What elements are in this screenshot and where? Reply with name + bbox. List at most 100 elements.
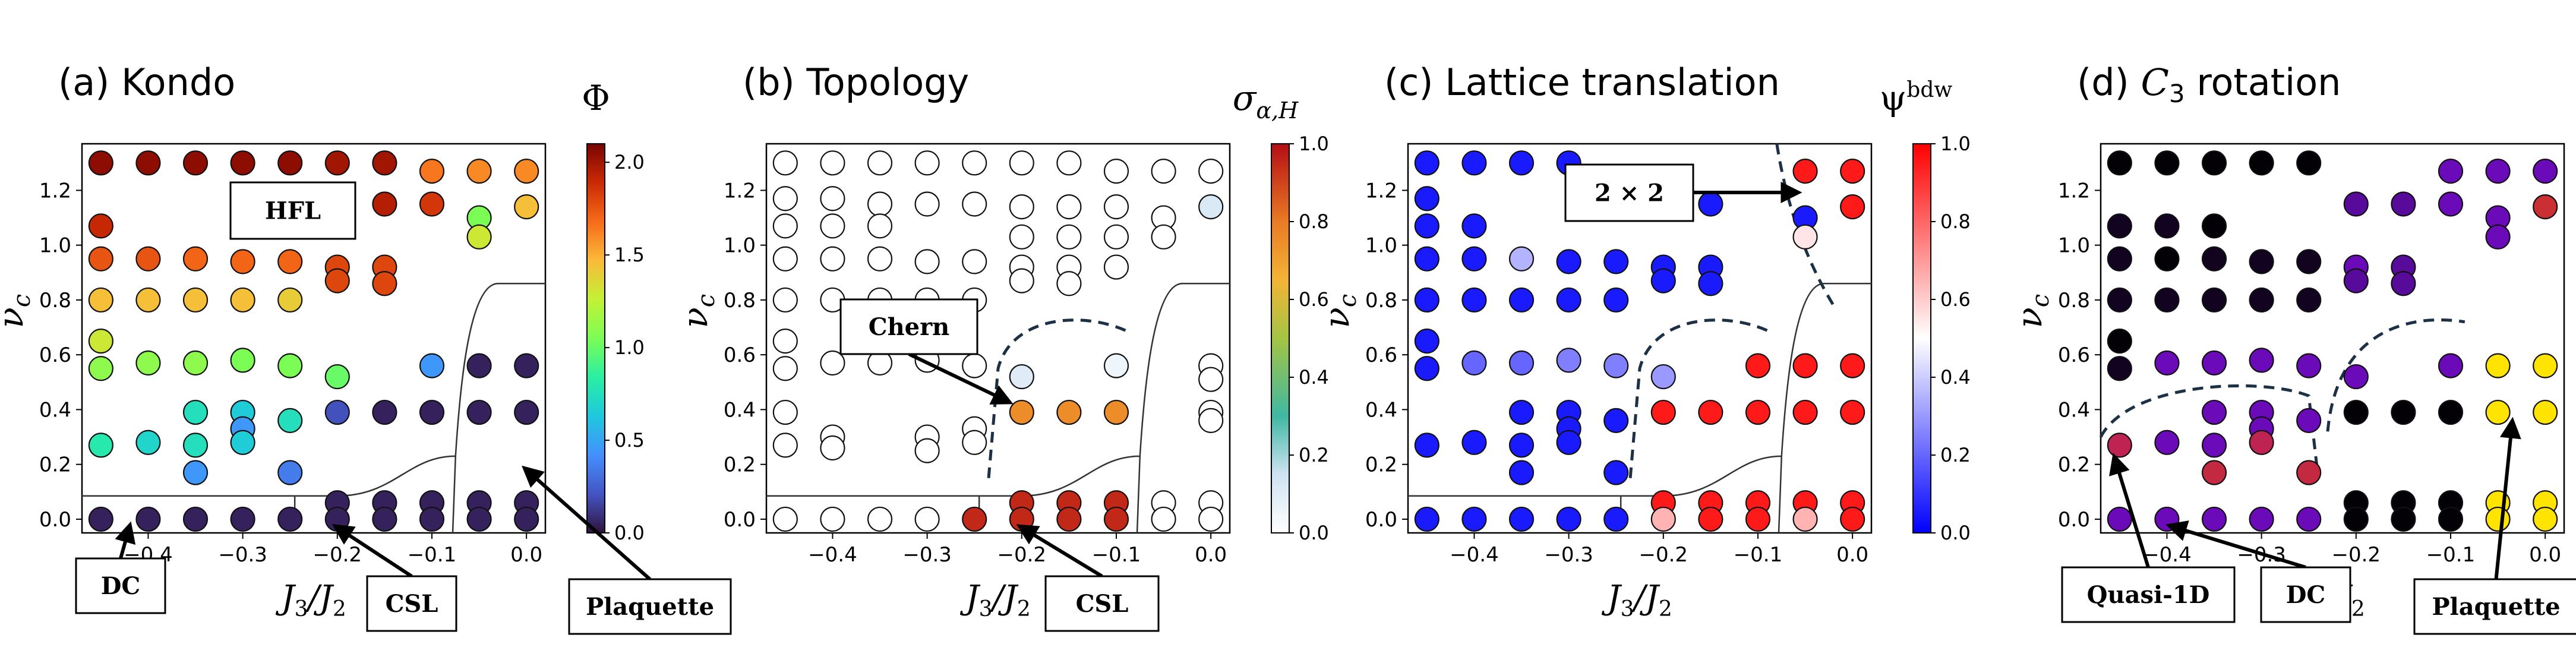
y-tick-label: 1.0 <box>39 234 71 258</box>
data-point <box>466 399 492 425</box>
data-point <box>1840 194 1865 220</box>
data-point <box>1056 399 1082 425</box>
x-tick-label: −0.1 <box>1092 543 1141 567</box>
two-by-two-annotation-label: 2 × 2 <box>1595 179 1664 207</box>
data-point <box>1650 364 1676 390</box>
data-point <box>2201 399 2227 425</box>
plaquette-annotation-label: Plaquette <box>586 593 714 621</box>
x-tick-label: 0.0 <box>1195 543 1227 567</box>
x-tick-label: −0.3 <box>1544 543 1593 567</box>
data-point <box>1461 150 1487 176</box>
data-point <box>2107 150 2132 176</box>
y-tick-label: 0.0 <box>1365 508 1397 532</box>
data-point <box>2296 353 2322 378</box>
data-point <box>1603 408 1629 433</box>
data-point <box>182 150 209 176</box>
panel-a: (a) Kondo−0.4 −0.3 −0.2 −0.1 0.00.00.20.40.6… <box>0 61 732 635</box>
phase-boundary-dashed <box>2099 318 2465 479</box>
colorbar-tick-label: 0.6 <box>1299 288 1329 311</box>
data-point <box>1698 506 1723 532</box>
data-point <box>2201 213 2227 239</box>
y-tick-label: 0.4 <box>2058 398 2090 422</box>
data-point <box>772 432 798 458</box>
data-point <box>1556 287 1581 313</box>
x-tick-label: −0.2 <box>313 543 362 567</box>
data-point <box>514 506 539 532</box>
data-point <box>867 246 893 271</box>
data-point <box>135 350 161 376</box>
data-point <box>277 150 303 176</box>
data-point <box>2438 506 2464 532</box>
data-point <box>772 356 798 381</box>
data-point <box>277 287 303 313</box>
panels-layer: (a) Kondo −0.4 −0.3 −0.2 −0.1 0.0 0.0 0.2 0.4 0.6… <box>0 61 2576 635</box>
x-tick-label: −0.2 <box>2332 543 2381 567</box>
data-point <box>2343 399 2369 425</box>
data-point <box>914 191 940 217</box>
colorbar <box>1912 143 1931 533</box>
data-point <box>2249 150 2274 176</box>
data-point <box>2533 399 2558 425</box>
data-point <box>182 287 209 313</box>
data-point <box>419 191 445 217</box>
colorbar-tick-label: 1.5 <box>614 244 645 266</box>
data-point <box>2201 246 2227 271</box>
data-point <box>1508 350 1535 376</box>
data-point <box>2438 353 2464 378</box>
x-axis-label: J3/J2 <box>1601 579 1672 621</box>
data-point <box>1103 399 1129 425</box>
data-point <box>277 408 303 433</box>
chern-annotation-label: Chern <box>869 313 950 341</box>
data-point <box>914 506 940 532</box>
data-point <box>1103 353 1129 378</box>
data-point <box>772 150 798 176</box>
data-point <box>1745 399 1771 425</box>
data-point <box>1414 329 1439 354</box>
x-tick-label: −0.1 <box>2426 543 2476 567</box>
csl-annotation-label: CSL <box>386 590 438 618</box>
data-point <box>2485 399 2511 425</box>
colorbar-label: Φ <box>582 78 610 118</box>
colorbar-tick-label: 0.0 <box>1940 522 1971 544</box>
dc-annotation-arrow <box>2165 520 2306 569</box>
data-point <box>1556 506 1581 532</box>
data-point <box>1009 268 1034 293</box>
plaquette-annotation-arrow <box>2494 416 2521 580</box>
data-point <box>2296 460 2322 485</box>
csl-annotation-arrow <box>1016 524 1103 578</box>
data-point <box>820 213 845 239</box>
colorbar <box>1271 143 1290 533</box>
data-point <box>372 150 397 176</box>
data-point <box>1745 506 1771 532</box>
data-point <box>2533 194 2558 220</box>
data-point <box>324 364 350 390</box>
data-point <box>2154 150 2180 176</box>
quasi-1d-annotation-box <box>2061 566 2236 623</box>
data-point <box>1698 399 1723 425</box>
phase-boundary-dashed <box>987 318 1132 478</box>
data-point <box>914 150 940 176</box>
quasi-1d-annotation-arrow <box>2109 453 2150 568</box>
data-point <box>135 287 161 313</box>
data-point <box>1009 224 1034 250</box>
data-point <box>1603 249 1629 274</box>
panel-b: (b) Topology −0.4 −0.3 −0.2 −0.1 0.0 0.0 0.2 0.4… <box>675 61 1329 632</box>
data-point <box>372 271 397 296</box>
data-point <box>2533 506 2558 532</box>
dc-annotation-label: DC <box>2286 581 2326 609</box>
data-point <box>962 430 987 455</box>
data-point <box>466 224 492 250</box>
colorbar-tick-label: 1.0 <box>1940 132 1971 155</box>
colorbar-tick-label: 0.8 <box>1940 210 1971 233</box>
data-point <box>419 506 445 532</box>
x-tick-label: 0.0 <box>2529 543 2561 567</box>
data-point <box>1151 224 1176 250</box>
chern-annotation-arrow <box>908 352 1014 405</box>
data-point <box>372 191 397 217</box>
y-tick-label: 0.0 <box>39 508 71 532</box>
data-point <box>230 506 255 532</box>
data-point <box>2154 287 2180 313</box>
data-point <box>182 350 209 376</box>
data-point <box>419 399 445 425</box>
x-tick-label: −0.4 <box>1450 543 1499 567</box>
